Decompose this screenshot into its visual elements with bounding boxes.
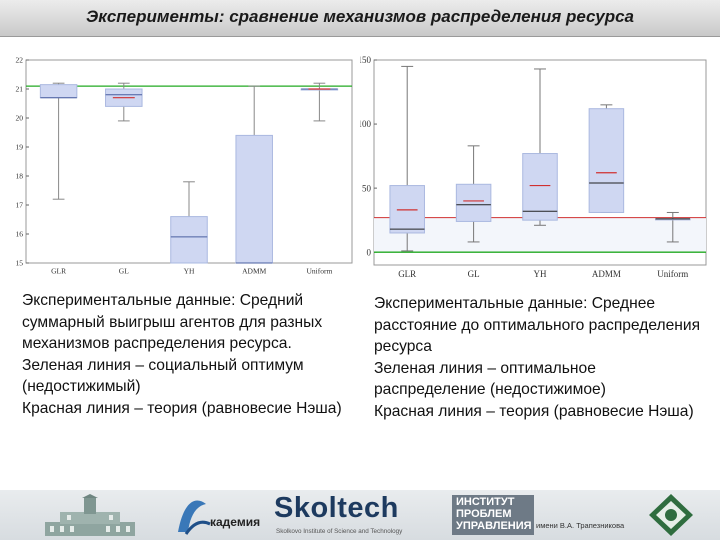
right-chart-y-tick-label: 150: [360, 55, 372, 65]
left-chart-y-tick-label: 17: [16, 201, 24, 210]
left-chart-x-tick-label: GL: [119, 267, 129, 276]
right-chart-x-tick-label: ADMM: [592, 269, 621, 279]
right-chart-x-tick-label: GLR: [398, 269, 416, 279]
right-chart-box: [522, 153, 558, 221]
emblem-diamond-icon: [649, 494, 693, 536]
skoltech-logo: Skoltech Skolkovo Institute of Science a…: [274, 492, 419, 538]
left-chart-y-tick-label: 15: [16, 259, 24, 268]
left-boxplot-chart: 15 16 17 18 19 20 21 22 GLR GL YH ADMM Uniform: [16, 56, 353, 276]
left-chart-y-tick-label: 22: [16, 56, 24, 65]
ipu-logo-line3: УПРАВЛЕНИЯ: [456, 520, 532, 532]
right-chart-x-tick-label: Uniform: [657, 269, 688, 279]
left-chart-box: [235, 134, 273, 264]
ipu-logo-subtitle: имени В.А. Трапезникова: [536, 521, 625, 530]
left-chart-box: [170, 216, 208, 264]
left-chart-y-tick-label: 18: [16, 172, 24, 181]
left-chart-x-tick-label: GLR: [51, 267, 66, 276]
left-chart-y-tick-label: 20: [16, 114, 24, 123]
footer-logo-strip: кадемия Skoltech Skolkovo Institute of S…: [0, 490, 720, 540]
right-chart-y-tick-label: 0: [367, 247, 372, 257]
left-chart-x-tick-label: YH: [184, 267, 195, 276]
ipu-logo-line1: ИНСТИТУТ: [456, 496, 515, 508]
left-chart-x-tick-label: Uniform: [306, 267, 332, 276]
right-chart-y-tick-label: 100: [360, 119, 372, 129]
left-chart-y-tick-label: 16: [16, 230, 24, 239]
right-chart-box: [588, 108, 625, 213]
right-chart-box: [455, 183, 492, 222]
right-chart-x-tick-label: YH: [534, 269, 547, 279]
right-chart-y-tick-label: 50: [362, 183, 372, 193]
slide-header: Эксперименты: сравнение механизмов распр…: [0, 0, 720, 37]
skoltech-logo-text: Skoltech: [274, 492, 399, 524]
right-chart-box: [389, 185, 425, 234]
left-description: Экспериментальные данные: Средний суммар…: [22, 292, 342, 417]
right-description: Экспериментальные данные: Среднее рассто…: [374, 295, 701, 420]
skoltech-logo-subtitle: Skolkovo Institute of Science and Techno…: [276, 528, 403, 535]
academy-emblem-icon: [178, 500, 211, 535]
ipu-logo: ИНСТИТУТ ПРОБЛЕМ УПРАВЛЕНИЯ имени В.А. Т…: [452, 495, 642, 537]
left-chart-y-tick-label: 19: [16, 143, 24, 152]
university-building-icon: [45, 494, 135, 536]
academy-logo: кадемия: [172, 494, 272, 538]
right-chart-x-tick-label: GL: [468, 269, 480, 279]
right-boxplot-chart: 0 50 100 150 GLR GL YH ADMM Uniform: [360, 55, 707, 279]
slide-title: Эксперименты: сравнение механизмов распр…: [86, 7, 634, 26]
left-chart-y-tick-label: 21: [16, 85, 24, 94]
left-chart-box: [39, 84, 78, 99]
ipu-logo-line2: ПРОБЛЕМ: [456, 508, 512, 520]
left-chart-x-tick-label: ADMM: [242, 267, 267, 276]
academy-logo-text: кадемия: [210, 515, 261, 529]
